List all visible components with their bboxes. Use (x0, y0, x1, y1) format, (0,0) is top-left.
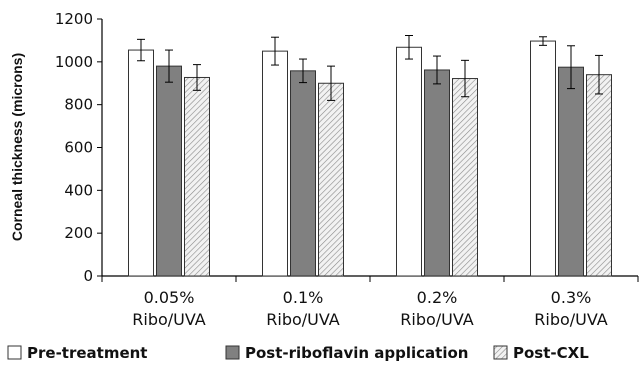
y-tick-label: 600 (64, 139, 93, 157)
bar (558, 66, 584, 277)
legend-swatch (7, 345, 22, 360)
x-tick-label: Ribo/UVA (266, 310, 340, 329)
bar (452, 78, 478, 277)
legend-swatch (225, 345, 240, 360)
bar (262, 50, 288, 277)
plot-area: 0 200 400 600 800 1000 1200 0.05% Ribo/UVA 0.1% Ri… (55, 10, 639, 329)
y-tick-label: 400 (64, 181, 93, 199)
legend-label: Pre-treatment (27, 344, 147, 362)
legend-label: Post-riboflavin application (245, 344, 468, 362)
y-tick-label: 200 (64, 224, 93, 242)
bar (424, 69, 450, 277)
x-tick-label: Ribo/UVA (400, 310, 474, 329)
x-tick-label: 0.3% (551, 288, 592, 307)
legend-swatch (493, 345, 508, 360)
bar (290, 70, 316, 277)
bar (184, 76, 210, 277)
y-tick-label: 1000 (55, 53, 93, 71)
x-tick-label: Ribo/UVA (132, 310, 206, 329)
y-tick-label: 0 (83, 267, 93, 285)
bar (530, 40, 556, 277)
x-tick-label: 0.2% (417, 288, 458, 307)
y-tick-label: 800 (64, 96, 93, 114)
bar (156, 65, 182, 277)
bar (396, 46, 422, 277)
x-tick-label: 0.05% (144, 288, 195, 307)
x-tick-label: 0.1% (283, 288, 324, 307)
bar (128, 49, 154, 277)
y-tick-label: 1200 (55, 10, 93, 28)
legend: Pre-treatment Post-riboflavin application… (7, 344, 589, 362)
bar (318, 82, 344, 277)
legend-label: Post-CXL (513, 344, 589, 362)
x-tick-label: Ribo/UVA (534, 310, 608, 329)
bar (586, 74, 612, 277)
y-axis-label: Corneal thickness (microns) (9, 53, 25, 241)
